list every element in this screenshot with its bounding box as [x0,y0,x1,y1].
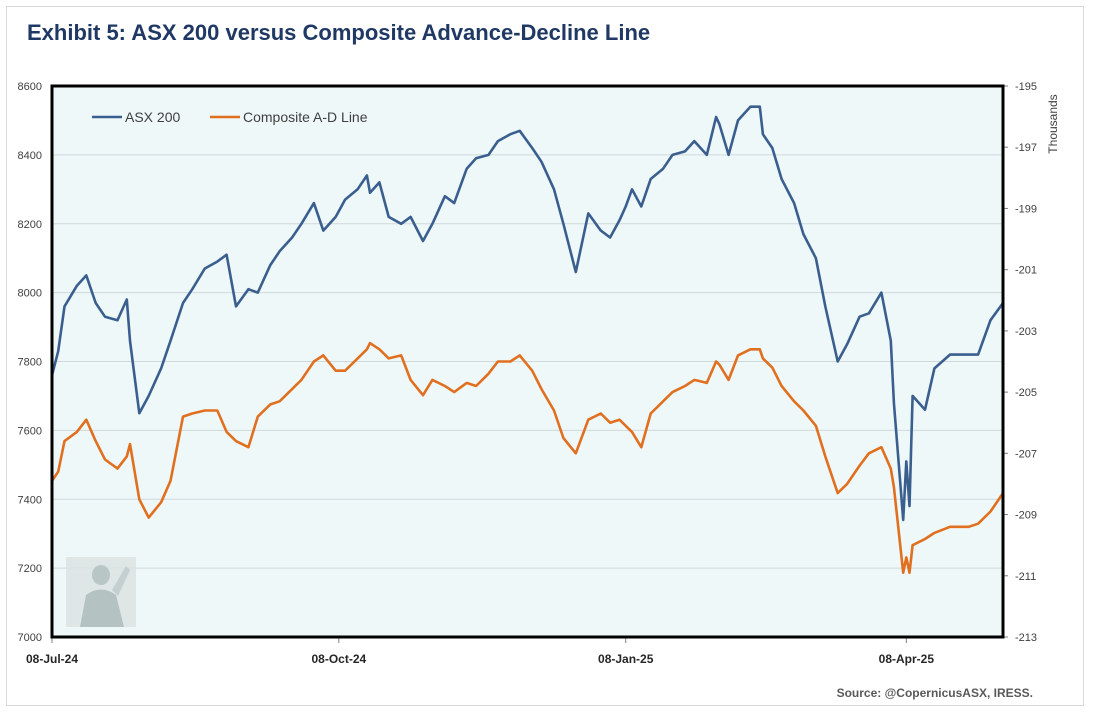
y-right-tick-label: -195 [1015,81,1037,93]
y-right-tick-label: -197 [1015,142,1037,154]
y-left-tick-label: 7600 [18,425,42,437]
y-right-tick-label: -211 [1015,571,1036,583]
plot-border [50,84,1005,639]
y-right-tick-label: -203 [1015,326,1037,338]
series-lines [50,84,1005,639]
watermark-arm [112,566,130,596]
statue-watermark [66,557,136,627]
y-left-tick-label: 8400 [18,150,42,162]
x-tick-label: 08-Apr-25 [879,652,935,666]
y-left-tick-label: 7800 [18,357,42,369]
y-right-tick-label: -205 [1015,387,1037,399]
y-axis-right-label: Thousands [1046,94,1060,153]
y-left-tick-label: 7400 [18,494,42,506]
y-right-tick-label: -199 [1015,203,1037,215]
y-axis-right: -195 -197 -199 -201 -203 -205 -207 -209 -211 -213 [1003,81,1037,644]
y-left-tick-label: 8600 [18,81,42,93]
x-tick-label: 08-Jul-24 [26,652,78,666]
legend-label: ASX 200 [125,109,180,125]
y-axis-left: 7000 7200 7400 7600 7800 8000 8200 8400 8600 [18,81,42,644]
x-tick-label: 08-Oct-24 [312,652,367,666]
x-axis: 08-Jul-24 08-Oct-24 08-Jan-25 08-Apr-25 [26,637,934,666]
y-left-tick-label: 7200 [18,563,42,575]
chart-title: Exhibit 5: ASX 200 versus Composite Adva… [27,20,651,45]
watermark-body [80,589,124,627]
y-right-tick-label: -201 [1015,265,1037,277]
y-right-tick-label: -213 [1015,632,1037,644]
ad-line-series [50,341,1005,574]
y-left-tick-label: 7000 [18,632,42,644]
y-right-tick-label: -207 [1015,448,1037,460]
source-note: Source: @CopernicusASX, IRESS. [836,686,1033,700]
legend-label: Composite A-D Line [243,109,368,125]
asx200-series [50,105,1005,522]
x-tick-label: 08-Jan-25 [598,652,654,666]
y-left-tick-label: 8000 [18,288,42,300]
legend: ASX 200 Composite A-D Line [92,109,368,125]
watermark-head [92,565,110,585]
y-left-tick-label: 8200 [18,219,42,231]
y-right-tick-label: -209 [1015,510,1037,522]
